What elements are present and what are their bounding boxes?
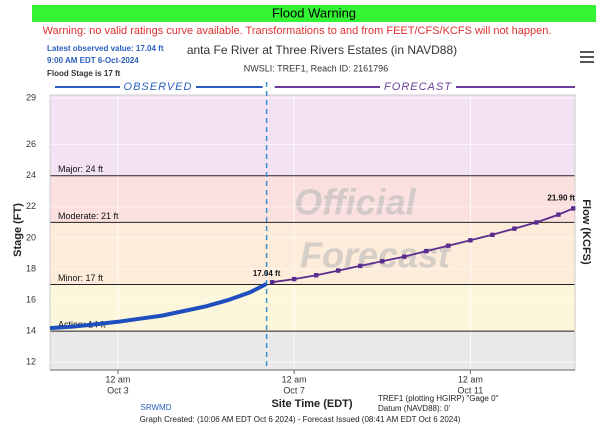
point xyxy=(358,263,363,269)
value-label: 21.90 ft xyxy=(547,194,575,203)
x-tick-label: 12 am xyxy=(458,374,483,384)
x-tick-label: 12 am xyxy=(282,374,307,384)
menu-bar xyxy=(580,51,594,53)
x-tick-label: Oct 3 xyxy=(107,385,129,395)
y-tick-label: 16 xyxy=(26,294,36,304)
x-tick-label: 12 am xyxy=(105,374,130,384)
band xyxy=(50,284,575,332)
series-line xyxy=(49,282,268,331)
point xyxy=(402,254,407,259)
y-tick-label: 22 xyxy=(26,201,36,211)
point xyxy=(534,220,539,225)
banner-bg xyxy=(32,5,596,22)
y-tick-label: 24 xyxy=(26,170,36,180)
threshold-label: Minor: 17 ft xyxy=(58,273,104,283)
threshold-label: Major: 24 ft xyxy=(58,164,104,174)
x-axis-label: Site Time (EDT) xyxy=(271,398,352,410)
point xyxy=(490,232,495,238)
point xyxy=(335,268,341,273)
section-bg xyxy=(120,80,196,94)
section-label: OBSERVED xyxy=(124,81,193,93)
band xyxy=(50,222,575,285)
section-label: FORECAST xyxy=(384,81,452,93)
y2-axis-label: Flow (KCFS) xyxy=(580,199,592,265)
y-tick-label: 29 xyxy=(26,92,36,102)
point xyxy=(313,273,319,278)
point xyxy=(446,243,451,248)
band xyxy=(50,331,575,370)
info: 9:00 AM EDT 6-Oct-2024 xyxy=(47,56,139,65)
band xyxy=(50,95,575,176)
point xyxy=(556,212,561,217)
menu-button[interactable] xyxy=(580,51,594,63)
watermark: Forecast xyxy=(300,235,452,276)
source: SRWMD xyxy=(141,403,172,412)
gage-note: TREF1 (plotting HGIRP) "Gage 0" xyxy=(378,394,499,403)
datum-note: Datum (NAVD88): 0' xyxy=(378,404,451,413)
point xyxy=(424,248,429,254)
x-tick-label: Oct 7 xyxy=(283,385,305,395)
title: anta Fe River at Three Rivers Estates (i… xyxy=(187,43,457,57)
point xyxy=(269,280,275,285)
info: Flood Stage is 17 ft xyxy=(47,69,121,78)
x-tick-label: Oct 11 xyxy=(457,385,483,395)
watermark: Official xyxy=(294,182,416,223)
y-axis-label: Stage (FT) xyxy=(12,203,24,257)
info: Latest observed value: 17.04 ft xyxy=(47,44,164,53)
banner: Flood Warning xyxy=(272,5,356,20)
threshold-label: Moderate: 21 ft xyxy=(58,211,119,221)
value-label: 17.04 ft xyxy=(253,269,281,278)
point xyxy=(468,238,473,243)
y-tick-label: 14 xyxy=(26,326,36,336)
warning: Warning: no valid ratings curve availabl… xyxy=(43,25,552,37)
y-tick-label: 18 xyxy=(26,263,36,273)
subtitle: NWSLI: TREF1, Reach ID: 2161796 xyxy=(244,63,388,73)
footer: Graph Created: (10:06 AM EDT Oct 6 2024)… xyxy=(140,415,461,424)
point xyxy=(570,206,576,211)
section-bg xyxy=(380,80,456,94)
band xyxy=(50,175,575,223)
menu-bar xyxy=(580,56,594,58)
menu-bar xyxy=(580,61,594,63)
point xyxy=(512,226,517,231)
point xyxy=(380,259,385,264)
y-tick-label: 12 xyxy=(26,357,36,367)
y-tick-label: 20 xyxy=(26,232,36,242)
point xyxy=(291,276,297,282)
y-tick-label: 26 xyxy=(26,139,36,149)
